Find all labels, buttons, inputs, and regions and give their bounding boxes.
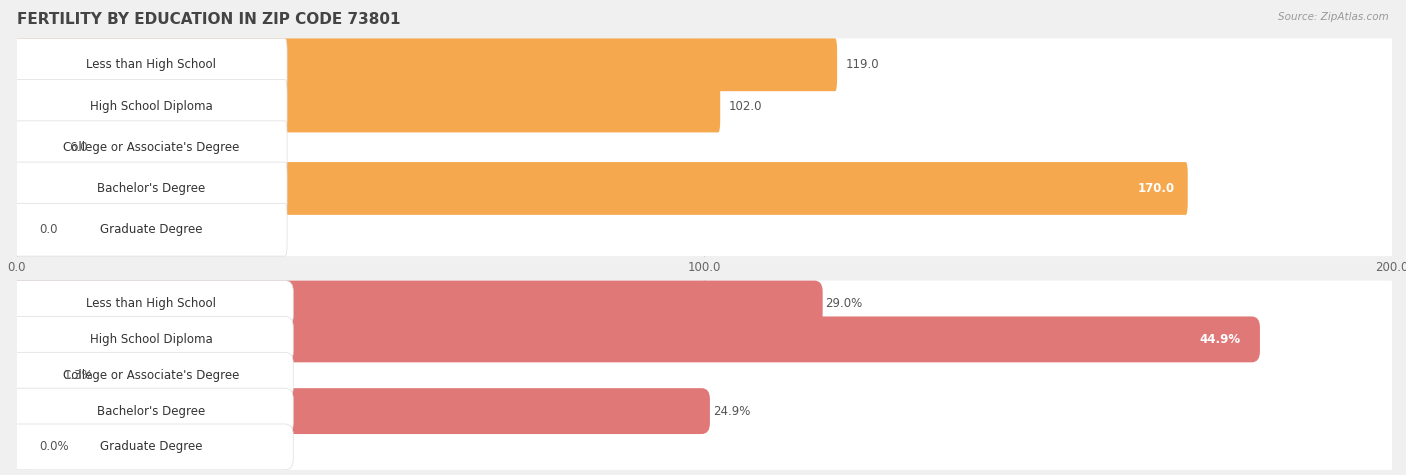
Text: College or Associate's Degree: College or Associate's Degree	[63, 141, 239, 154]
FancyBboxPatch shape	[8, 424, 1400, 470]
Text: 6.0: 6.0	[69, 141, 87, 154]
FancyBboxPatch shape	[15, 203, 1393, 256]
Text: 29.0%: 29.0%	[825, 297, 863, 310]
Text: 24.9%: 24.9%	[713, 405, 749, 418]
FancyBboxPatch shape	[15, 38, 1393, 91]
FancyBboxPatch shape	[8, 316, 294, 362]
Text: Graduate Degree: Graduate Degree	[100, 223, 202, 236]
FancyBboxPatch shape	[8, 281, 294, 326]
Text: 0.0: 0.0	[39, 223, 58, 236]
FancyBboxPatch shape	[15, 80, 720, 133]
FancyBboxPatch shape	[15, 121, 1393, 174]
FancyBboxPatch shape	[15, 38, 837, 91]
Text: Graduate Degree: Graduate Degree	[100, 440, 202, 454]
FancyBboxPatch shape	[8, 388, 710, 434]
Text: 119.0: 119.0	[846, 58, 880, 71]
FancyBboxPatch shape	[8, 352, 60, 398]
FancyBboxPatch shape	[15, 203, 30, 256]
Text: Less than High School: Less than High School	[86, 297, 217, 310]
Text: High School Diploma: High School Diploma	[90, 333, 212, 346]
Text: Source: ZipAtlas.com: Source: ZipAtlas.com	[1278, 12, 1389, 22]
Text: Bachelor's Degree: Bachelor's Degree	[97, 405, 205, 418]
FancyBboxPatch shape	[15, 203, 287, 256]
FancyBboxPatch shape	[15, 38, 287, 91]
Text: College or Associate's Degree: College or Associate's Degree	[63, 369, 239, 382]
FancyBboxPatch shape	[15, 121, 60, 174]
Text: 170.0: 170.0	[1137, 182, 1174, 195]
FancyBboxPatch shape	[8, 352, 294, 398]
Text: Less than High School: Less than High School	[86, 58, 217, 71]
Text: FERTILITY BY EDUCATION IN ZIP CODE 73801: FERTILITY BY EDUCATION IN ZIP CODE 73801	[17, 12, 401, 27]
FancyBboxPatch shape	[8, 281, 823, 326]
FancyBboxPatch shape	[8, 424, 294, 470]
FancyBboxPatch shape	[8, 388, 294, 434]
Text: 0.0%: 0.0%	[39, 440, 69, 454]
FancyBboxPatch shape	[15, 162, 1393, 215]
FancyBboxPatch shape	[8, 316, 1260, 362]
FancyBboxPatch shape	[15, 162, 1188, 215]
FancyBboxPatch shape	[15, 121, 287, 174]
Text: 1.3%: 1.3%	[63, 369, 93, 382]
FancyBboxPatch shape	[8, 424, 37, 470]
FancyBboxPatch shape	[8, 352, 1400, 398]
Text: 44.9%: 44.9%	[1199, 333, 1240, 346]
Text: Bachelor's Degree: Bachelor's Degree	[97, 182, 205, 195]
FancyBboxPatch shape	[8, 316, 1400, 362]
Text: High School Diploma: High School Diploma	[90, 100, 212, 113]
FancyBboxPatch shape	[8, 388, 1400, 434]
FancyBboxPatch shape	[15, 80, 1393, 133]
FancyBboxPatch shape	[15, 162, 287, 215]
FancyBboxPatch shape	[15, 80, 287, 133]
Text: 102.0: 102.0	[730, 100, 762, 113]
FancyBboxPatch shape	[8, 281, 1400, 326]
